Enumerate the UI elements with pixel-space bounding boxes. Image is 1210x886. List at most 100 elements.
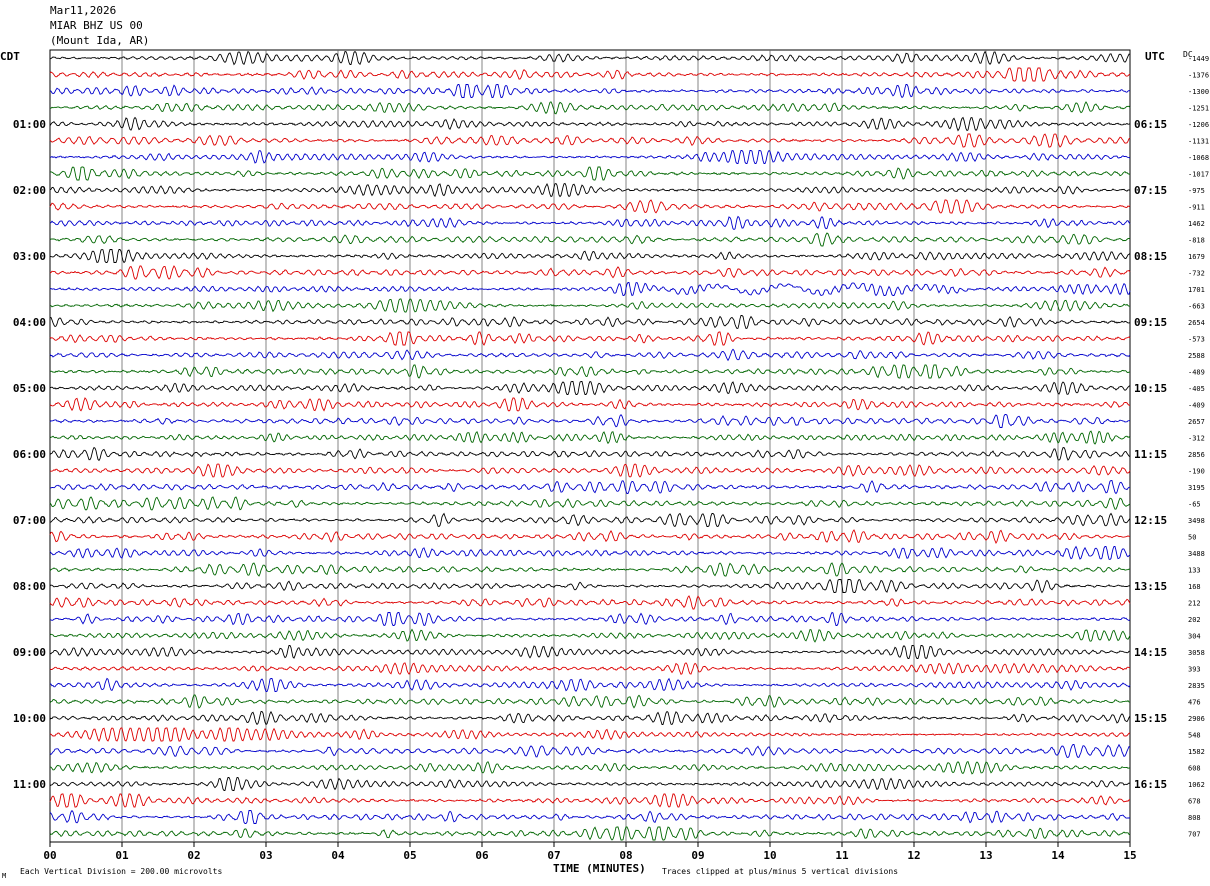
hour-label-right: 08:15 <box>1134 250 1167 263</box>
dc-offset-label: 393 <box>1188 666 1201 674</box>
trace-row-40 <box>49 710 1131 726</box>
trace-row-36 <box>49 644 1131 660</box>
hour-label-left: 04:00 <box>13 316 46 329</box>
dc-offset-label: 168 <box>1188 583 1201 591</box>
x-tick-label: 07 <box>547 849 560 862</box>
dc-offset-label: -663 <box>1188 303 1205 311</box>
trace-row-31 <box>49 562 1131 577</box>
dc-offset-label: -975 <box>1188 187 1205 195</box>
dc-offset-label: -911 <box>1188 204 1205 212</box>
dc-offset-label: 212 <box>1188 600 1201 608</box>
x-tick-label: 09 <box>691 849 704 862</box>
dc-offset-label: 2588 <box>1188 352 1205 360</box>
dc-offset-label: -732 <box>1188 270 1205 278</box>
dc-offset-label: 133 <box>1188 567 1201 575</box>
x-tick-label: 01 <box>115 849 129 862</box>
dc-offset-label: 2856 <box>1188 451 1205 459</box>
trace-row-32 <box>49 578 1131 594</box>
hour-label-right: 09:15 <box>1134 316 1167 329</box>
hour-label-left: 10:00 <box>13 712 46 725</box>
x-tick-label: 10 <box>763 849 776 862</box>
hour-label-right: 15:15 <box>1134 712 1167 725</box>
dc-offset-label: -1376 <box>1188 72 1209 80</box>
hour-label-left: 06:00 <box>13 448 46 461</box>
x-tick-label: 03 <box>259 849 272 862</box>
plot-frame <box>49 49 1131 843</box>
x-tick-label: 14 <box>1051 849 1065 862</box>
trace-row-43 <box>49 760 1130 775</box>
dc-offset-label: -1449 <box>1188 55 1209 63</box>
dc-offset-label: -405 <box>1188 385 1205 393</box>
trace-row-28 <box>49 512 1131 528</box>
hour-label-left: 02:00 <box>13 184 46 197</box>
dc-offset-label: -489 <box>1188 369 1205 377</box>
dc-offset-label: 548 <box>1188 732 1201 740</box>
dc-offset-label: -1300 <box>1188 88 1209 96</box>
trace-row-16 <box>49 315 1131 330</box>
hour-label-left: 05:00 <box>13 382 46 395</box>
trace-row-19 <box>49 364 1131 379</box>
dc-offset-label: 808 <box>1188 814 1201 822</box>
x-tick-label: 08 <box>619 849 632 862</box>
dc-offset-label: 50 <box>1188 534 1196 542</box>
trace-row-35 <box>49 628 1131 643</box>
dc-offset-label: -190 <box>1188 468 1205 476</box>
dc-offset-label: -818 <box>1188 237 1205 245</box>
trace-row-20 <box>49 380 1131 396</box>
dc-offset-label: 2906 <box>1188 715 1205 723</box>
hour-label-left: 03:00 <box>13 250 46 263</box>
trace-row-15 <box>49 298 1131 313</box>
dc-offset-label: 3058 <box>1188 649 1205 657</box>
x-tick-label: 00 <box>43 849 56 862</box>
dc-offset-label: 3498 <box>1188 517 1205 525</box>
dc-offset-label: 707 <box>1188 831 1201 839</box>
dc-offset-label: 608 <box>1188 765 1201 773</box>
trace-row-33 <box>49 595 1131 610</box>
dc-offset-label: 202 <box>1188 616 1201 624</box>
trace-row-37 <box>49 662 1131 675</box>
trace-row-29 <box>49 529 1131 544</box>
dc-offset-label: -312 <box>1188 435 1205 443</box>
dc-offset-label: -573 <box>1188 336 1205 344</box>
dc-offset-header: DC <box>1183 50 1193 59</box>
trace-row-45 <box>49 793 1131 808</box>
hour-label-left: 09:00 <box>13 646 46 659</box>
timezone-right-label: UTC <box>1145 50 1165 63</box>
x-tick-label: 12 <box>907 849 920 862</box>
trace-row-6 <box>50 149 1131 164</box>
trace-row-8 <box>49 182 1130 198</box>
trace-row-42 <box>49 743 1131 759</box>
header-date: Mar11,2026 <box>50 4 117 17</box>
dc-offset-label: 1701 <box>1188 286 1205 294</box>
trace-row-11 <box>49 232 1131 247</box>
x-tick-label: 11 <box>835 849 849 862</box>
trace-row-12 <box>49 249 1131 264</box>
timezone-left-label: CDT <box>0 50 20 63</box>
x-tick-label: 13 <box>979 849 992 862</box>
trace-row-44 <box>49 777 1131 791</box>
dc-offset-label: -409 <box>1188 402 1205 410</box>
trace-row-7 <box>49 166 1131 181</box>
x-tick-label: 04 <box>331 849 345 862</box>
scale-note: Each Vertical Division = 200.00 microvol… <box>20 867 223 876</box>
clip-note: Traces clipped at plus/minus 5 vertical … <box>662 867 899 876</box>
header-station: MIAR BHZ US 00 <box>50 19 143 32</box>
hour-label-right: 14:15 <box>1134 646 1167 659</box>
hour-label-right: 16:15 <box>1134 778 1167 791</box>
dc-offset-label: -1251 <box>1188 105 1209 113</box>
trace-row-3 <box>50 101 1131 115</box>
dc-offset-label: 3488 <box>1188 550 1205 558</box>
dc-offset-label: -1131 <box>1188 138 1209 146</box>
dc-offset-label: 2835 <box>1188 682 1205 690</box>
corner-mark: M <box>2 872 7 880</box>
hour-label-right: 10:15 <box>1134 382 1167 395</box>
dc-offset-label: 1582 <box>1188 748 1205 756</box>
header-location: (Mount Ida, AR) <box>50 34 150 47</box>
trace-row-46 <box>49 809 1131 824</box>
hour-label-right: 11:15 <box>1134 448 1167 461</box>
trace-row-23 <box>49 430 1131 445</box>
x-tick-label: 02 <box>187 849 200 862</box>
dc-offset-label: 2657 <box>1188 418 1205 426</box>
trace-row-21 <box>49 397 1131 412</box>
